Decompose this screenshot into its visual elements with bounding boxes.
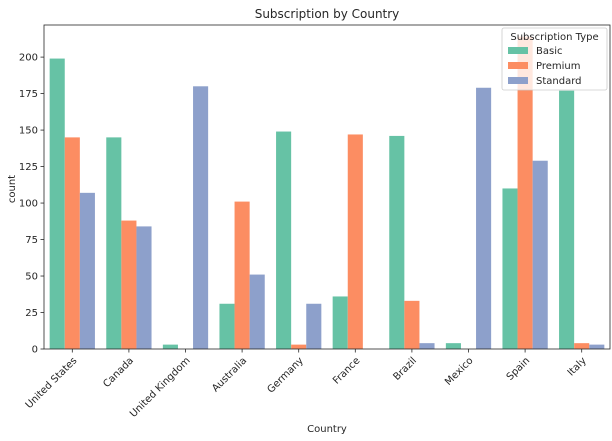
bars-group [49, 36, 605, 350]
y-tick-label: 200 [19, 53, 38, 64]
bar-france-basic [332, 296, 348, 349]
bar-united-states-standard [79, 192, 95, 349]
y-tick-label: 175 [19, 89, 38, 100]
bar-united-states-premium [64, 137, 80, 349]
legend-label-standard: Standard [536, 76, 582, 87]
bar-italy-premium [574, 343, 590, 349]
bar-australia-standard [249, 274, 265, 349]
bar-spain-standard [532, 160, 548, 349]
bar-canada-standard [136, 226, 152, 349]
legend-title: Subscription Type [510, 32, 598, 43]
bar-canada-premium [121, 220, 137, 349]
bar-brazil-basic [389, 135, 405, 349]
x-tick-label: United States [24, 355, 80, 411]
x-tick-label: Canada [101, 355, 136, 390]
x-tick-label: France [331, 355, 362, 386]
legend-swatch-premium [508, 62, 528, 69]
x-tick-label: United Kingdom [128, 355, 193, 420]
y-tick-label: 150 [19, 126, 38, 137]
bar-germany-premium [291, 344, 307, 349]
legend-label-basic: Basic [536, 46, 562, 57]
legend-box [501, 27, 608, 91]
bar-brazil-standard [419, 343, 435, 349]
bar-france-premium [347, 134, 363, 349]
plot-frame [43, 24, 611, 350]
y-tick-label: 100 [19, 199, 38, 210]
y-tick-label: 50 [25, 272, 38, 283]
bar-brazil-premium [404, 300, 420, 349]
chart-title: Subscription by Country [255, 7, 400, 21]
bar-united-states-basic [49, 58, 65, 349]
bar-spain-premium [517, 36, 533, 350]
x-tick-label: Italy [566, 355, 589, 378]
bar-australia-premium [234, 201, 250, 349]
bar-italy-basic [559, 90, 575, 350]
legend-swatch-basic [508, 47, 528, 54]
bar-spain-basic [502, 188, 518, 349]
legend: Subscription Type Basic Premium Standard [501, 27, 608, 91]
x-tick-label: Australia [210, 355, 249, 394]
y-axis-label: count [7, 175, 18, 203]
bar-germany-basic [276, 131, 292, 349]
x-tick-label: Brazil [392, 355, 420, 383]
y-tick-label: 125 [19, 162, 38, 173]
bar-canada-basic [106, 137, 122, 349]
x-tick-label: Mexico [443, 355, 475, 387]
y-tick-label: 0 [32, 345, 38, 356]
bar-australia-basic [219, 303, 235, 349]
bar-mexico-basic [445, 343, 461, 349]
bar-united-kingdom-basic [162, 344, 178, 349]
legend-swatch-standard [508, 77, 528, 84]
bar-germany-standard [306, 303, 322, 349]
y-tick-label: 75 [25, 235, 38, 246]
bar-italy-standard [589, 344, 605, 349]
x-tick-label: Germany [266, 355, 306, 395]
y-tick-label: 25 [25, 308, 38, 319]
x-tick-label: Spain [505, 355, 533, 383]
x-axis-label: Country [307, 424, 347, 435]
bar-mexico-standard [476, 87, 492, 349]
bar-united-kingdom-standard [193, 86, 209, 349]
legend-label-premium: Premium [536, 61, 581, 72]
